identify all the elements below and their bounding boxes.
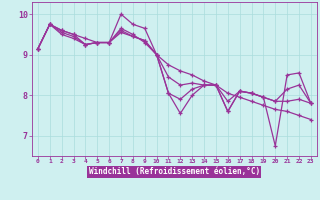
X-axis label: Windchill (Refroidissement éolien,°C): Windchill (Refroidissement éolien,°C)	[89, 167, 260, 176]
